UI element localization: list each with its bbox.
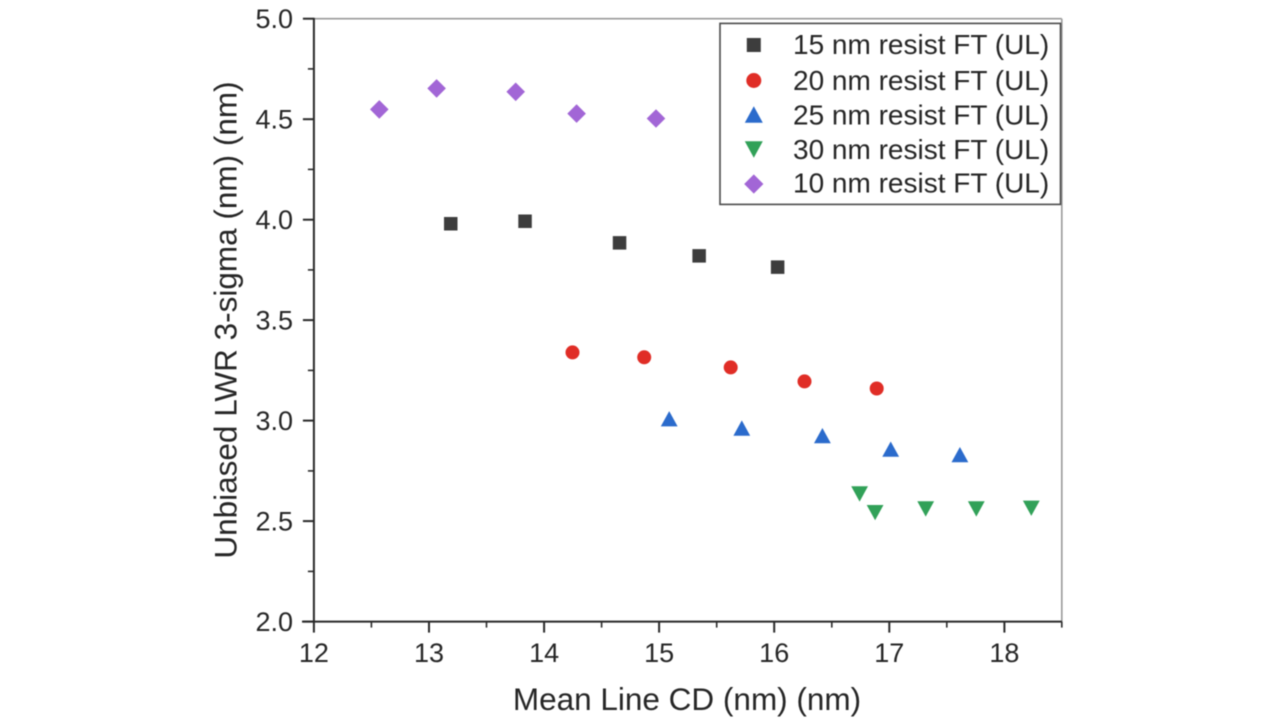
svg-text:4.0: 4.0: [255, 205, 293, 235]
svg-text:17: 17: [874, 638, 904, 668]
svg-text:15 nm resist FT (UL): 15 nm resist FT (UL): [793, 29, 1049, 60]
svg-text:25 nm resist FT (UL): 25 nm resist FT (UL): [793, 99, 1049, 130]
svg-text:Mean Line CD (nm) (nm): Mean Line CD (nm) (nm): [513, 681, 861, 717]
svg-text:20 nm resist FT (UL): 20 nm resist FT (UL): [793, 65, 1049, 96]
svg-text:30 nm resist FT (UL): 30 nm resist FT (UL): [793, 134, 1049, 165]
svg-text:4.5: 4.5: [255, 105, 293, 135]
svg-text:Unbiased LWR 3-sigma (nm) (nm): Unbiased LWR 3-sigma (nm) (nm): [208, 81, 244, 558]
svg-text:14: 14: [529, 638, 559, 668]
svg-text:12: 12: [299, 638, 329, 668]
svg-text:5.0: 5.0: [255, 4, 293, 34]
svg-text:3.0: 3.0: [255, 406, 293, 436]
svg-text:2.0: 2.0: [255, 607, 293, 637]
svg-text:2.5: 2.5: [255, 507, 293, 537]
svg-text:10 nm resist FT (UL): 10 nm resist FT (UL): [793, 168, 1049, 199]
svg-text:3.5: 3.5: [255, 306, 293, 336]
svg-text:16: 16: [759, 638, 789, 668]
svg-text:15: 15: [644, 638, 674, 668]
svg-text:18: 18: [989, 638, 1019, 668]
svg-text:13: 13: [414, 638, 444, 668]
